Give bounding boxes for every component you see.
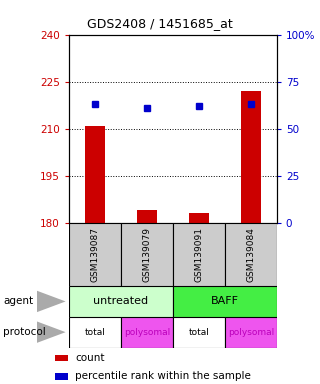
Text: BAFF: BAFF — [211, 296, 239, 306]
Bar — [69, 286, 173, 317]
Text: GSM139084: GSM139084 — [246, 227, 255, 282]
Bar — [137, 210, 157, 223]
Text: GSM139079: GSM139079 — [142, 227, 151, 282]
Text: GSM139091: GSM139091 — [194, 227, 203, 282]
Bar — [121, 317, 173, 348]
Text: total: total — [84, 328, 105, 337]
Bar — [189, 214, 209, 223]
Bar — [55, 373, 68, 380]
Bar — [173, 223, 225, 286]
Text: percentile rank within the sample: percentile rank within the sample — [75, 371, 251, 381]
Bar — [55, 355, 68, 361]
Text: total: total — [188, 328, 209, 337]
Text: polysomal: polysomal — [228, 328, 274, 337]
Text: GDS2408 / 1451685_at: GDS2408 / 1451685_at — [87, 17, 233, 30]
Bar — [225, 223, 277, 286]
Text: untreated: untreated — [93, 296, 148, 306]
Bar — [85, 126, 105, 223]
Bar — [173, 286, 277, 317]
Text: count: count — [75, 353, 105, 363]
Polygon shape — [37, 321, 66, 343]
Text: GSM139087: GSM139087 — [90, 227, 99, 282]
Polygon shape — [37, 291, 66, 312]
Bar — [225, 317, 277, 348]
Text: agent: agent — [3, 296, 33, 306]
Bar — [173, 317, 225, 348]
Bar — [69, 317, 121, 348]
Bar — [121, 223, 173, 286]
Text: polysomal: polysomal — [124, 328, 170, 337]
Bar — [69, 223, 121, 286]
Text: protocol: protocol — [3, 327, 46, 337]
Bar — [241, 91, 261, 223]
